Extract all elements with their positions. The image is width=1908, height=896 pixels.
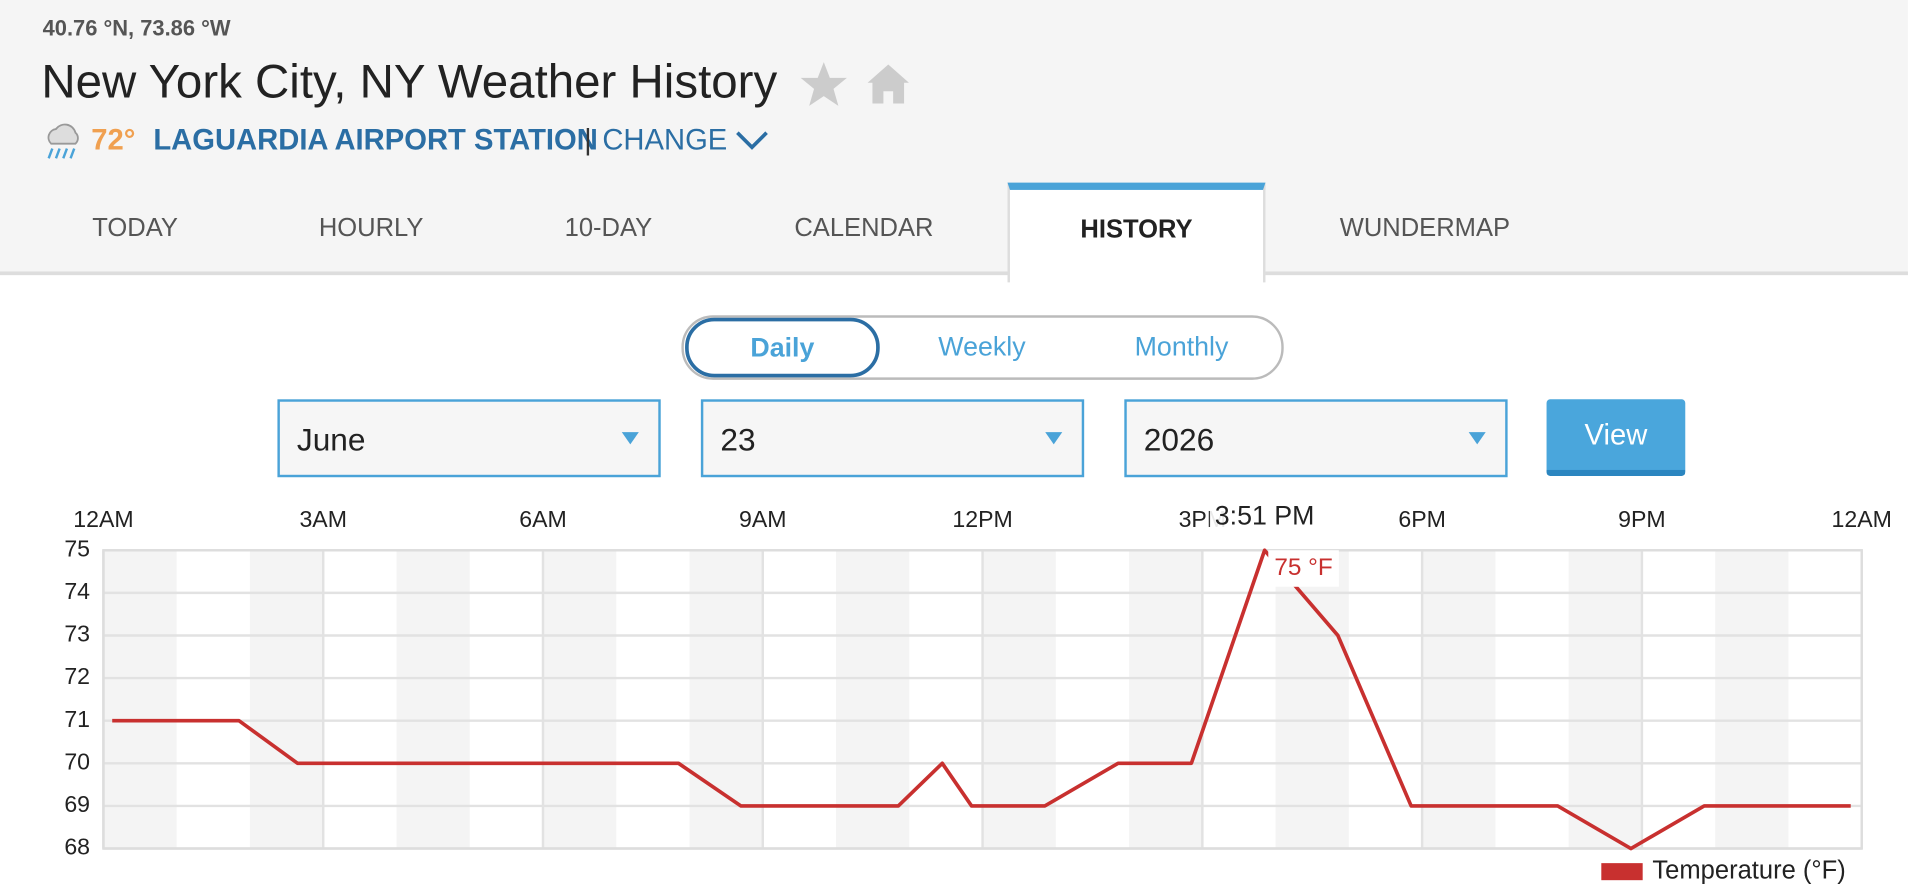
tooltip-title-bg [1209,501,1320,534]
y-tick-label: 75 [64,535,90,561]
favorite-star[interactable] [800,62,847,106]
change-chevron[interactable] [734,127,771,154]
tab[interactable]: HOURLY [318,214,424,243]
x-tick-label: 9AM [739,506,787,532]
legend-label: Temperature (°F) [1652,856,1845,884]
hour-band [689,550,763,849]
coordinates: 40.76 °N, 73.86 °W [42,15,231,41]
y-tick-label: 72 [64,663,90,689]
x-tick-label: 12PM [952,506,1012,532]
period-option[interactable]: Daily [685,317,880,378]
month-value: June [296,421,366,458]
current-temp: 72° [91,124,136,158]
separator: | [584,124,592,158]
hour-band [836,550,910,849]
page-title: New York City, NY Weather History [41,56,778,109]
tooltip-label-bg [1268,550,1339,587]
tooltip-label: 75 °F [1274,554,1332,581]
plot-border [102,549,1863,850]
year-select[interactable]: 2026 [1124,399,1508,478]
y-tick-label: 69 [64,791,90,817]
view-button[interactable]: View [1546,399,1686,477]
hour-band [1422,550,1496,849]
x-tick-label: 6AM [519,506,567,532]
hour-band [249,550,324,849]
tab[interactable]: HISTORY [1007,182,1266,283]
x-tick-label: 3AM [299,506,347,532]
tooltip-title: 3:51 PM [1215,500,1315,530]
hour-band [103,550,177,849]
y-tick-label: 74 [64,578,90,604]
legend-swatch [1601,863,1643,881]
y-tick-label: 70 [64,748,90,774]
hour-band [1715,550,1789,849]
day-select[interactable]: 23 [700,399,1085,478]
hour-band [1275,550,1349,849]
tab[interactable]: CALENDAR [794,214,934,243]
tab[interactable]: TODAY [92,214,178,243]
x-tick-label: 12AM [73,506,133,532]
y-tick-label: 68 [64,834,90,860]
tab[interactable]: WUNDERMAP [1339,214,1511,243]
temperature-line [112,548,1851,851]
x-tick-label: 12AM [1832,506,1892,532]
year-value: 2026 [1143,421,1215,458]
hour-band [982,550,1056,849]
hour-band [1129,550,1203,849]
station-name[interactable]: LAGUARDIA AIRPORT STATION [153,124,598,158]
weather-icon [47,123,79,159]
period-option[interactable]: Weekly [938,331,1026,362]
tab[interactable]: 10-DAY [564,214,653,243]
hour-band [1568,550,1642,849]
home-icon[interactable] [867,64,909,104]
day-value: 23 [720,421,756,458]
period-toggle [681,315,1284,380]
header [0,0,1908,276]
hour-band [396,550,470,849]
y-tick-label: 73 [64,621,90,647]
y-tick-label: 71 [64,706,90,732]
hour-band [542,550,617,849]
change-station[interactable]: CHANGE [602,124,728,158]
x-tick-label: 9PM [1618,506,1666,532]
period-option[interactable]: Monthly [1134,331,1229,362]
x-tick-label: 6PM [1398,506,1446,532]
month-select[interactable]: June [277,399,661,478]
title-icons [800,62,909,106]
